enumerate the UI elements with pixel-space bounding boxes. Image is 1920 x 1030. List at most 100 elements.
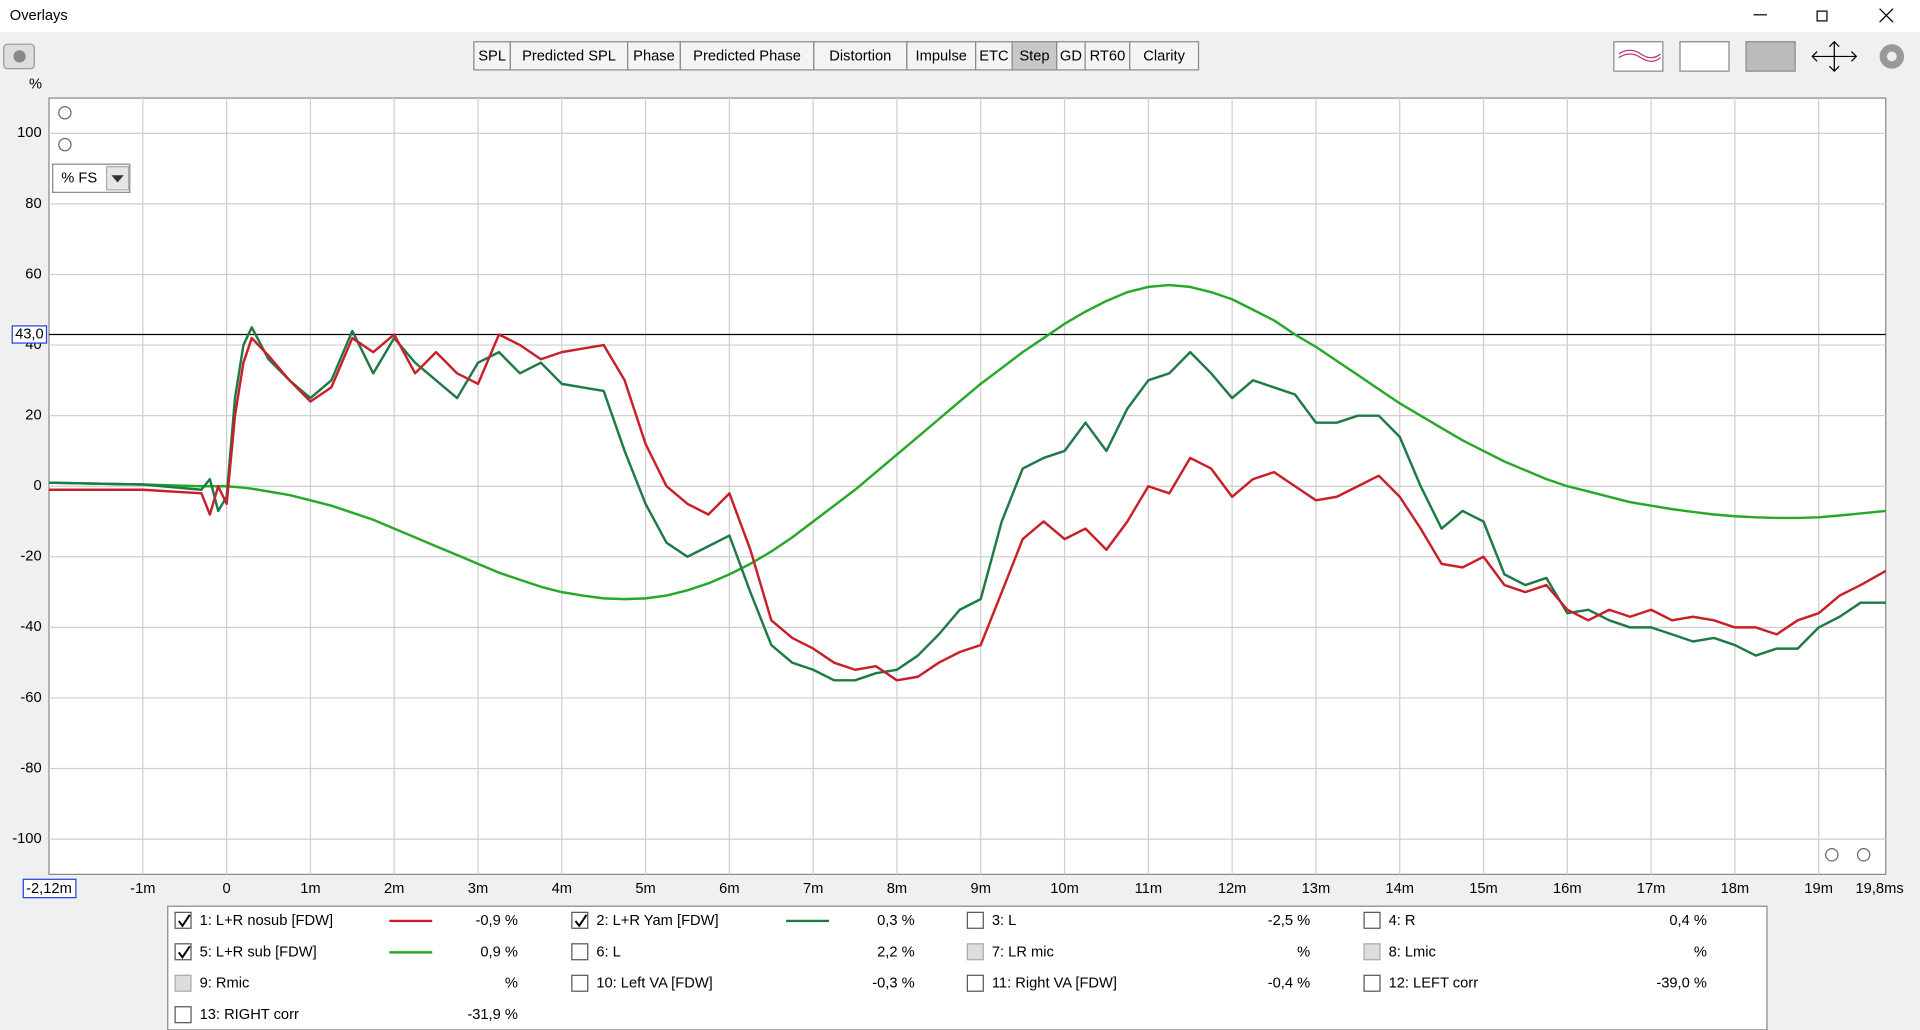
legend-checkbox[interactable]: [174, 943, 192, 961]
legend-readout: 2,2 %: [877, 944, 915, 960]
restore-button[interactable]: [1816, 10, 1828, 22]
zoom-x-in-icon[interactable]: [1825, 848, 1839, 862]
tab-label: Clarity: [1143, 48, 1185, 64]
tab[interactable]: [813, 41, 908, 71]
tab-label: ETC: [979, 48, 1009, 64]
zoom-icons: [58, 106, 1871, 862]
legend-checkbox[interactable]: [571, 943, 589, 961]
series-line: [48, 326, 1886, 682]
tab-label: Impulse: [916, 48, 967, 64]
x-tick-label: 2m: [384, 881, 404, 897]
y-tick-label: 0: [33, 478, 41, 494]
legend-name[interactable]: 13: RIGHT corr: [200, 1007, 299, 1023]
x-tick-label: 15m: [1469, 881, 1498, 897]
y-tick-label: 20: [25, 408, 41, 424]
legend-checkbox[interactable]: [1363, 974, 1381, 992]
tab-label: RT60: [1090, 48, 1126, 64]
legend-name[interactable]: 3: L: [992, 913, 1017, 929]
x-tick-label: 17m: [1637, 881, 1666, 897]
cursor-label: 43,0: [15, 326, 44, 342]
x-tick-label: 1m: [300, 881, 320, 897]
legend-readout: 0,9 %: [480, 944, 518, 960]
y-tick-label: 60: [25, 266, 41, 282]
legend-checkbox[interactable]: [966, 943, 984, 961]
tab-label: Predicted SPL: [522, 48, 616, 64]
legend-readout: -0,4 %: [1268, 976, 1310, 992]
legend-checkbox[interactable]: [1363, 943, 1381, 961]
units-dropdown-label: % FS: [61, 171, 97, 187]
tab[interactable]: [1084, 41, 1131, 71]
window-title: Overlays: [10, 8, 68, 24]
x-tick-label: 3m: [468, 881, 488, 897]
tab-label: Distortion: [829, 48, 891, 64]
zoom-out-icon[interactable]: [58, 137, 72, 152]
legend-checkbox[interactable]: [966, 911, 984, 929]
legend-checkbox[interactable]: [174, 974, 192, 992]
legend-readout: -31,9 %: [467, 1007, 518, 1023]
tab-label: Step: [1019, 48, 1049, 64]
zoom-x-out-icon[interactable]: [1856, 848, 1871, 862]
legend-name[interactable]: 2: L+R Yam [FDW]: [596, 913, 718, 929]
limits-button[interactable]: [1679, 41, 1730, 72]
legend-readout: %: [1297, 944, 1310, 960]
x-tick-label: 14m: [1385, 881, 1414, 897]
y-tick-label: 100: [17, 125, 42, 141]
x-tick-label: 13m: [1302, 881, 1331, 897]
x-tick-label: 12m: [1218, 881, 1247, 897]
legend-readout: -0,9 %: [476, 913, 518, 929]
x-tick-label: 19,8ms: [1856, 881, 1904, 897]
legend-name[interactable]: 9: Rmic: [200, 976, 250, 992]
cursor-label-box: [11, 325, 48, 344]
tab-label: GD: [1060, 48, 1082, 64]
legend-name[interactable]: 1: L+R nosub [FDW]: [200, 913, 333, 929]
color-button[interactable]: [1745, 41, 1796, 72]
y-tick-label: -40: [20, 619, 41, 635]
tab[interactable]: [1056, 41, 1086, 71]
legend-readout: 0,4 %: [1669, 913, 1707, 929]
x-tick-label: 9m: [971, 881, 991, 897]
title-bar: [0, 0, 1920, 32]
x-tick-label: -1m: [130, 881, 155, 897]
x-tick-label: -2,12m: [26, 881, 72, 897]
tab[interactable]: [1129, 41, 1200, 71]
x-start-box: [22, 878, 77, 899]
legend: 1: L+R nosub [FDW] -0,9 % 2: L+R Yam [FDW]…: [174, 911, 1707, 1024]
legend-name[interactable]: 4: R: [1389, 913, 1416, 929]
legend-readout: -2,5 %: [1268, 913, 1310, 929]
legend-checkbox[interactable]: [571, 974, 589, 992]
legend-checkbox[interactable]: [966, 974, 984, 992]
legend-name[interactable]: 7: LR mic: [992, 944, 1054, 960]
legend-check: [177, 945, 191, 959]
close-button[interactable]: [1879, 8, 1894, 23]
series-line: [48, 333, 1887, 682]
legend-name[interactable]: 10: Left VA [FDW]: [596, 976, 712, 992]
series-line: [48, 283, 1886, 601]
x-tick-label: 4m: [552, 881, 572, 897]
x-tick-label: 10m: [1050, 881, 1079, 897]
legend-check: [177, 914, 191, 928]
tab-label: Phase: [633, 48, 675, 64]
tab-label: Predicted Phase: [693, 48, 801, 64]
legend-checkbox[interactable]: [174, 1006, 192, 1024]
pan-button[interactable]: [1811, 40, 1858, 72]
legend-checkbox[interactable]: [571, 911, 589, 929]
tab[interactable]: [473, 41, 511, 71]
legend-name[interactable]: 6: L: [596, 944, 621, 960]
tab[interactable]: [627, 41, 681, 71]
legend-name[interactable]: 5: L+R sub [FDW]: [200, 944, 317, 960]
legend-readout: 0,3 %: [877, 913, 915, 929]
legend-readout: -0,3 %: [872, 976, 914, 992]
legend-readout: -39,0 %: [1656, 976, 1707, 992]
legend-name[interactable]: 8: Lmic: [1389, 944, 1436, 960]
legend-checkbox[interactable]: [174, 911, 192, 929]
legend-checkbox[interactable]: [1363, 911, 1381, 929]
legend-name[interactable]: 11: Right VA [FDW]: [992, 976, 1117, 992]
legend-name[interactable]: 12: LEFT corr: [1389, 976, 1479, 992]
x-tick-label: 16m: [1553, 881, 1582, 897]
zoom-in-icon[interactable]: [58, 106, 72, 120]
tab[interactable]: [975, 41, 1013, 71]
tab-label: SPL: [478, 48, 506, 64]
